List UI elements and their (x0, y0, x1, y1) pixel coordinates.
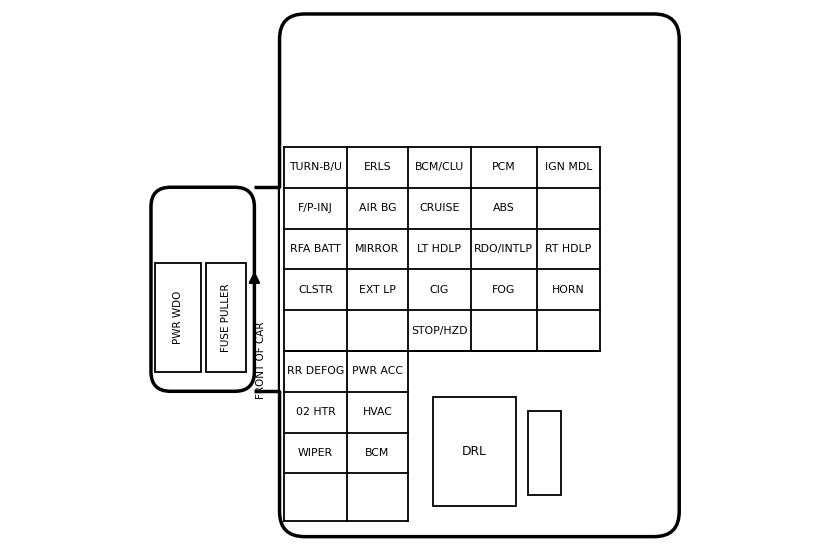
FancyBboxPatch shape (206, 263, 246, 372)
FancyBboxPatch shape (151, 187, 254, 391)
Text: ERLS: ERLS (363, 163, 392, 172)
Text: MIRROR: MIRROR (355, 244, 400, 254)
Text: BCM/CLU: BCM/CLU (415, 163, 464, 172)
Text: F/P-INJ: F/P-INJ (298, 203, 333, 213)
Text: HVAC: HVAC (362, 408, 392, 417)
Text: CLSTR: CLSTR (298, 285, 333, 295)
FancyBboxPatch shape (528, 411, 561, 495)
Text: LT HDLP: LT HDLP (417, 244, 461, 254)
FancyBboxPatch shape (280, 188, 314, 391)
Text: HORN: HORN (552, 285, 585, 295)
Text: FUSE PULLER: FUSE PULLER (221, 283, 231, 352)
Text: CRUISE: CRUISE (419, 203, 459, 213)
Text: PWR ACC: PWR ACC (352, 367, 403, 376)
Text: FOG: FOG (492, 285, 516, 295)
Text: RFA BATT: RFA BATT (290, 244, 341, 254)
Text: TURN-B/U: TURN-B/U (289, 163, 342, 172)
Text: PWR WDO: PWR WDO (172, 291, 182, 344)
Text: EXT LP: EXT LP (359, 285, 396, 295)
Text: PCM: PCM (491, 163, 516, 172)
Text: RR DEFOG: RR DEFOG (287, 367, 344, 376)
Text: DRL: DRL (462, 445, 487, 458)
Text: RDO/INTLP: RDO/INTLP (474, 244, 533, 254)
Text: RT HDLP: RT HDLP (545, 244, 591, 254)
Text: WIPER: WIPER (298, 448, 333, 458)
Text: CIG: CIG (430, 285, 449, 295)
FancyBboxPatch shape (155, 263, 201, 372)
Text: BCM: BCM (365, 448, 390, 458)
Text: 02 HTR: 02 HTR (296, 408, 336, 417)
Text: ABS: ABS (493, 203, 515, 213)
Text: FRONT OF CAR: FRONT OF CAR (256, 322, 266, 399)
FancyBboxPatch shape (433, 397, 516, 506)
FancyBboxPatch shape (280, 14, 679, 537)
Text: IGN MDL: IGN MDL (545, 163, 592, 172)
Text: STOP/HZD: STOP/HZD (411, 326, 467, 335)
Text: AIR BG: AIR BG (359, 203, 397, 213)
